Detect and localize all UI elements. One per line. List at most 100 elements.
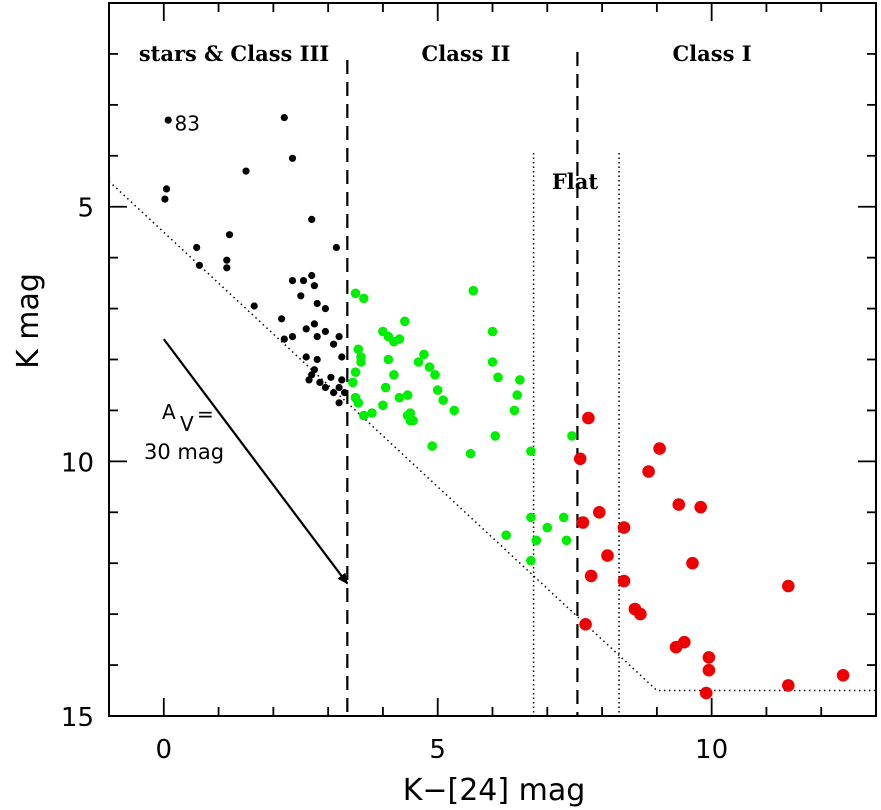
data-point — [310, 282, 318, 290]
axis-ticks — [108, 2, 877, 717]
data-point — [302, 325, 310, 333]
data-point — [402, 390, 413, 400]
region-label-class-i: Class I — [672, 41, 751, 66]
data-point — [419, 349, 429, 360]
data-point — [427, 441, 438, 451]
data-point — [490, 431, 501, 441]
data-point — [359, 293, 369, 304]
data-point — [335, 383, 343, 392]
data-point — [653, 442, 666, 455]
extinction-label-suffix: = — [197, 402, 214, 426]
data-point — [672, 498, 686, 511]
data-point — [321, 383, 329, 392]
y-tick-label: 5 — [77, 194, 94, 224]
data-point — [288, 333, 297, 341]
data-point — [223, 256, 231, 264]
data-point — [576, 516, 590, 529]
data-point — [430, 370, 440, 380]
extinction-label-line2: 30 mag — [144, 440, 224, 464]
data-point — [493, 372, 503, 383]
data-point — [561, 535, 572, 546]
data-point — [487, 357, 498, 367]
data-point — [487, 326, 498, 337]
data-point — [195, 261, 203, 269]
data-point — [413, 357, 424, 367]
data-point — [353, 344, 364, 355]
data-point — [601, 549, 614, 562]
data-point — [367, 408, 377, 418]
data-point — [642, 465, 655, 478]
data-point — [669, 640, 683, 654]
data-point — [558, 512, 569, 523]
extinction-arrow — [162, 338, 349, 585]
data-point — [332, 243, 340, 252]
point-label-83: 83 — [175, 112, 200, 136]
data-point — [297, 292, 305, 300]
class-boundaries — [346, 52, 620, 716]
data-point — [335, 399, 343, 407]
data-point — [302, 353, 310, 361]
data-point — [383, 354, 394, 365]
data-point — [313, 355, 321, 364]
data-point — [321, 305, 329, 313]
data-point — [579, 618, 592, 631]
data-point — [162, 185, 171, 193]
x-axis-title: K−[24] mag — [403, 773, 586, 808]
data-point — [280, 335, 288, 343]
data-point — [350, 288, 361, 299]
data-point — [542, 522, 553, 533]
data-point — [288, 277, 297, 285]
extinction-label-prefix: A — [162, 400, 176, 424]
data-point — [313, 333, 321, 341]
region-label-class-iii: stars & Class III — [139, 41, 329, 66]
data-point — [465, 448, 476, 459]
data-point — [694, 500, 707, 514]
data-point — [836, 669, 850, 682]
data-point — [702, 651, 716, 664]
data-point — [223, 264, 231, 272]
data-point — [424, 362, 435, 372]
data-point — [617, 574, 631, 588]
data-point — [782, 679, 795, 692]
x-tick-label: 10 — [695, 735, 728, 765]
data-point — [582, 411, 595, 425]
data-point — [405, 408, 416, 418]
extinction-label-sub: V — [180, 412, 194, 436]
data-point — [380, 382, 391, 393]
data-points — [161, 114, 850, 700]
data-point — [321, 327, 329, 336]
extinction-vector — [162, 338, 349, 585]
data-point — [330, 389, 338, 397]
series-0 — [161, 114, 349, 407]
data-point — [394, 334, 405, 344]
data-point — [593, 506, 606, 519]
data-point — [280, 114, 288, 122]
data-point — [359, 410, 369, 421]
x-tick-label: 0 — [156, 735, 173, 765]
data-point — [378, 400, 388, 411]
data-point — [400, 316, 410, 327]
data-point — [686, 556, 699, 570]
data-point — [335, 333, 343, 341]
data-point — [515, 375, 525, 385]
data-point — [308, 371, 316, 379]
data-point — [338, 376, 346, 384]
data-point — [526, 446, 536, 457]
data-point — [432, 385, 443, 395]
data-point — [288, 154, 297, 162]
series-1 — [348, 285, 577, 566]
data-point — [308, 215, 316, 223]
data-point — [584, 569, 598, 583]
y-tick-label: 10 — [61, 448, 94, 478]
data-point — [193, 243, 201, 252]
data-point — [617, 521, 631, 534]
data-point — [438, 395, 449, 406]
data-point — [164, 116, 172, 124]
data-point — [699, 686, 713, 700]
data-point — [316, 378, 324, 386]
data-point — [634, 607, 647, 621]
data-point — [501, 530, 512, 540]
data-point — [468, 285, 479, 296]
data-point — [278, 315, 286, 323]
